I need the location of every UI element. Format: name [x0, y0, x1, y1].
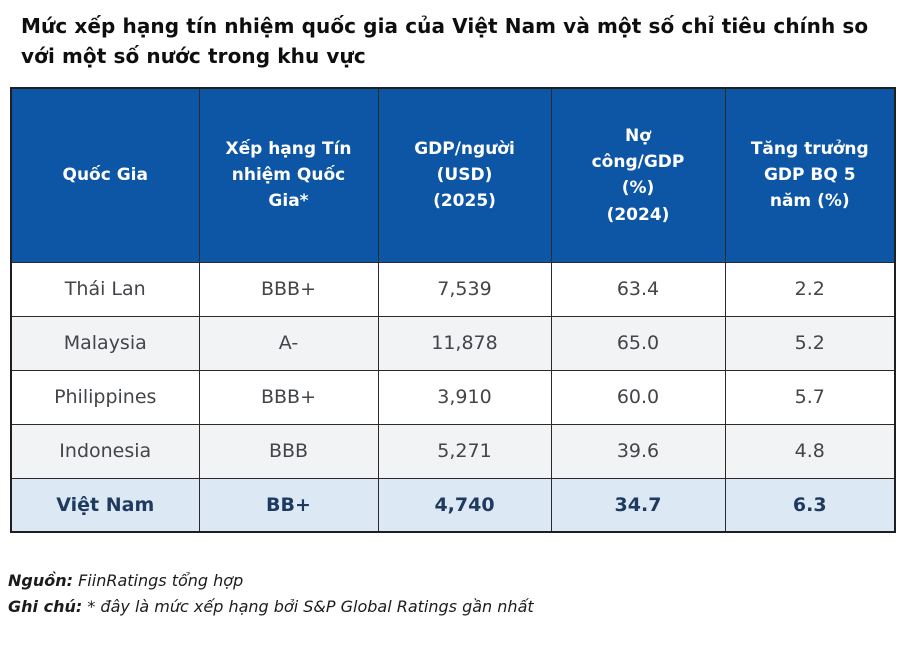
cell-rating: BBB: [198, 423, 379, 479]
header-cell-country: Quốc Gia: [10, 87, 200, 263]
cell-public-debt: 63.4: [550, 261, 726, 317]
cell-gdp-per-capita: 5,271: [377, 423, 552, 479]
table-row-philippines: Philippines BBB+ 3,910 60.0 5.7: [10, 369, 896, 425]
cell-country: Thái Lan: [10, 261, 200, 317]
note-label: Ghi chú:: [8, 596, 83, 616]
cell-gdp-growth: 6.3: [724, 477, 896, 533]
header-cell-gdp-growth: Tăng trưởng GDP BQ 5 năm (%): [724, 87, 896, 263]
cell-country: Indonesia: [10, 423, 200, 479]
figure-title: Mức xếp hạng tín nhiệm quốc gia của Việt…: [21, 14, 869, 68]
cell-rating: A-: [198, 315, 379, 371]
source-label: Nguồn:: [8, 571, 74, 590]
cell-rating: BBB+: [198, 261, 379, 317]
table-row-indonesia: Indonesia BBB 5,271 39.6 4.8: [10, 423, 896, 479]
header-cell-gdp-per-capita: GDP/người (USD) (2025): [377, 87, 552, 263]
cell-gdp-per-capita: 3,910: [377, 369, 552, 425]
table-header-row: Quốc Gia Xếp hạng Tín nhiệm Quốc Gia* GD…: [10, 87, 896, 263]
table-row-malaysia: Malaysia A- 11,878 65.0 5.2: [10, 315, 896, 371]
header-cell-public-debt: Nợ công/GDP (%) (2024): [550, 87, 726, 263]
cell-public-debt: 60.0: [550, 369, 726, 425]
cell-gdp-per-capita: 4,740: [377, 477, 552, 533]
table-row-vietnam-highlighted: Việt Nam BB+ 4,740 34.7 6.3: [10, 477, 896, 533]
cell-gdp-per-capita: 7,539: [377, 261, 552, 317]
note-text: * đây là mức xếp hạng bởi S&P Global Rat…: [82, 596, 534, 616]
cell-gdp-growth: 2.2: [724, 261, 896, 317]
cell-gdp-growth: 5.7: [724, 369, 896, 425]
source-line: Nguồn: FiinRatings tổng hợp: [8, 568, 888, 594]
cell-rating: BBB+: [198, 369, 379, 425]
header-cell-rating: Xếp hạng Tín nhiệm Quốc Gia*: [198, 87, 379, 263]
cell-country: Việt Nam: [10, 477, 200, 533]
cell-country: Malaysia: [10, 315, 200, 371]
cell-public-debt: 34.7: [550, 477, 726, 533]
note-line: Ghi chú: * đây là mức xếp hạng bởi S&P G…: [8, 594, 888, 620]
table-row-thailand: Thái Lan BBB+ 7,539 63.4 2.2: [10, 261, 896, 317]
cell-country: Philippines: [10, 369, 200, 425]
cell-gdp-growth: 5.2: [724, 315, 896, 371]
cell-rating: BB+: [198, 477, 379, 533]
ratings-table: Quốc Gia Xếp hạng Tín nhiệm Quốc Gia* GD…: [10, 87, 896, 533]
source-text: FiinRatings tổng hợp: [73, 571, 244, 590]
cell-public-debt: 39.6: [550, 423, 726, 479]
cell-gdp-per-capita: 11,878: [377, 315, 552, 371]
cell-public-debt: 65.0: [550, 315, 726, 371]
cell-gdp-growth: 4.8: [724, 423, 896, 479]
figure-footnotes: Nguồn: FiinRatings tổng hợp Ghi chú: * đ…: [8, 568, 888, 619]
